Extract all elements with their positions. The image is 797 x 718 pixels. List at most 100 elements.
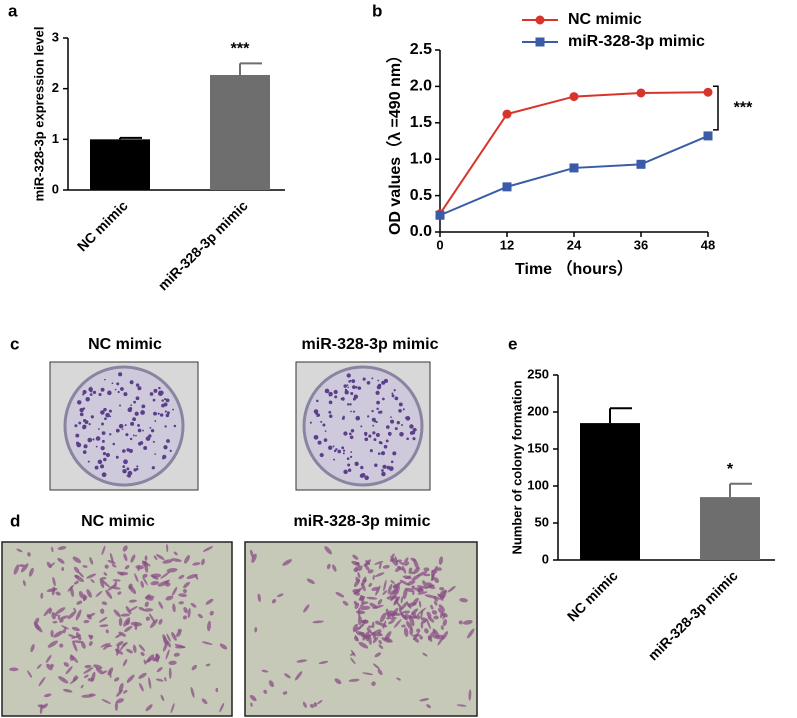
colony xyxy=(364,475,369,481)
colony xyxy=(82,407,86,410)
colony xyxy=(409,424,414,429)
colony xyxy=(119,404,122,407)
x-tick-label: 24 xyxy=(567,237,582,252)
y-tick-label: 0 xyxy=(542,551,549,566)
colony xyxy=(316,414,319,418)
cell xyxy=(78,590,84,599)
cell xyxy=(201,558,205,566)
colony xyxy=(396,420,400,425)
cell xyxy=(405,561,410,566)
colony xyxy=(109,415,112,418)
colony xyxy=(346,403,350,406)
cell xyxy=(166,543,169,553)
colony xyxy=(87,460,90,463)
colony xyxy=(133,400,137,404)
cell xyxy=(158,618,163,625)
cell xyxy=(400,596,404,604)
colony xyxy=(398,409,402,413)
colony xyxy=(394,427,398,431)
cell xyxy=(63,662,69,667)
colony xyxy=(385,439,389,443)
cell xyxy=(71,626,80,632)
cell xyxy=(219,643,228,650)
cell xyxy=(277,593,284,598)
y-tick-label: 200 xyxy=(527,403,549,418)
cell xyxy=(168,667,172,679)
cell xyxy=(144,601,149,608)
colony xyxy=(95,445,98,448)
cell xyxy=(162,641,169,652)
cell xyxy=(372,604,384,609)
cell xyxy=(107,667,114,676)
cell xyxy=(69,655,74,661)
colony xyxy=(164,410,168,413)
cell xyxy=(122,659,128,667)
cell xyxy=(394,596,399,605)
cell xyxy=(144,555,148,561)
colony xyxy=(386,425,390,429)
cell xyxy=(86,589,92,598)
cell xyxy=(433,615,439,620)
colony xyxy=(355,415,361,421)
colony xyxy=(328,445,333,450)
cell xyxy=(209,610,214,616)
colony xyxy=(359,473,365,478)
cell xyxy=(317,700,323,705)
cell xyxy=(386,595,398,600)
cell xyxy=(192,562,201,566)
cell xyxy=(60,625,69,630)
colony xyxy=(118,423,124,429)
cell xyxy=(87,612,96,618)
cell xyxy=(342,600,349,606)
cell xyxy=(154,657,160,662)
cell xyxy=(51,546,54,553)
cell xyxy=(72,675,78,682)
y-tick-label: 50 xyxy=(535,514,549,529)
cell xyxy=(268,680,275,688)
cell xyxy=(178,593,187,598)
y-tick-label: 150 xyxy=(527,440,549,455)
cell xyxy=(416,614,421,620)
x-tick-label: 36 xyxy=(634,237,648,252)
significance: *** xyxy=(734,99,753,116)
cell xyxy=(122,642,128,647)
cell xyxy=(219,702,225,713)
colony xyxy=(350,451,353,453)
cell xyxy=(416,585,429,589)
cell xyxy=(183,607,188,614)
point xyxy=(502,182,512,192)
cell xyxy=(404,557,409,564)
colony xyxy=(109,433,112,436)
cell xyxy=(28,567,34,577)
cell xyxy=(359,605,371,611)
colony xyxy=(140,411,143,414)
panel-label: e xyxy=(508,334,517,353)
cell xyxy=(431,610,438,615)
colony xyxy=(323,438,328,442)
cell xyxy=(171,632,177,641)
colony xyxy=(313,409,319,414)
colony xyxy=(360,465,364,470)
cell xyxy=(73,607,77,613)
y-axis-label: Number of colony formation xyxy=(509,380,524,554)
cell xyxy=(420,617,428,622)
cell xyxy=(427,616,435,623)
colony xyxy=(149,392,154,396)
cell xyxy=(138,606,145,611)
cell xyxy=(348,678,360,682)
colony xyxy=(349,435,354,440)
colony xyxy=(343,384,347,388)
colony xyxy=(141,404,146,409)
cell xyxy=(72,640,78,652)
cell xyxy=(250,549,254,558)
colony xyxy=(79,407,84,413)
colony xyxy=(162,454,167,459)
cell xyxy=(462,620,473,625)
colony xyxy=(387,431,392,436)
cell xyxy=(170,703,175,714)
cell xyxy=(114,701,118,711)
photos xyxy=(1,361,478,717)
cell xyxy=(105,589,113,599)
colony xyxy=(309,421,312,424)
